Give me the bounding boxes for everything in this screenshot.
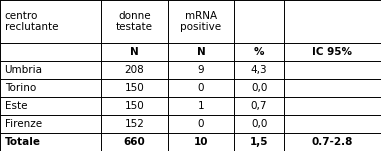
Text: mRNA
positive: mRNA positive	[181, 11, 221, 32]
Text: donne
testate: donne testate	[116, 11, 153, 32]
Text: 152: 152	[124, 119, 144, 129]
Text: Firenze: Firenze	[5, 119, 42, 129]
Text: Torino: Torino	[5, 83, 36, 93]
Text: 660: 660	[123, 137, 145, 147]
Text: 1,5: 1,5	[250, 137, 268, 147]
Text: Este: Este	[5, 101, 27, 111]
Text: centro
reclutante: centro reclutante	[5, 11, 58, 32]
Text: 9: 9	[198, 65, 204, 75]
Text: 0,7: 0,7	[251, 101, 267, 111]
Text: 0: 0	[198, 119, 204, 129]
Text: N: N	[130, 47, 139, 57]
Text: 4,3: 4,3	[251, 65, 267, 75]
Text: 1: 1	[198, 101, 204, 111]
Text: 0.7-2.8: 0.7-2.8	[312, 137, 353, 147]
Text: 150: 150	[125, 101, 144, 111]
Text: 0: 0	[198, 83, 204, 93]
Text: 0,0: 0,0	[251, 83, 267, 93]
Text: Totale: Totale	[5, 137, 40, 147]
Text: 208: 208	[125, 65, 144, 75]
Text: Umbria: Umbria	[5, 65, 43, 75]
Text: %: %	[254, 47, 264, 57]
Text: N: N	[197, 47, 205, 57]
Text: 0,0: 0,0	[251, 119, 267, 129]
Text: IC 95%: IC 95%	[312, 47, 352, 57]
Text: 150: 150	[125, 83, 144, 93]
Text: 10: 10	[194, 137, 208, 147]
